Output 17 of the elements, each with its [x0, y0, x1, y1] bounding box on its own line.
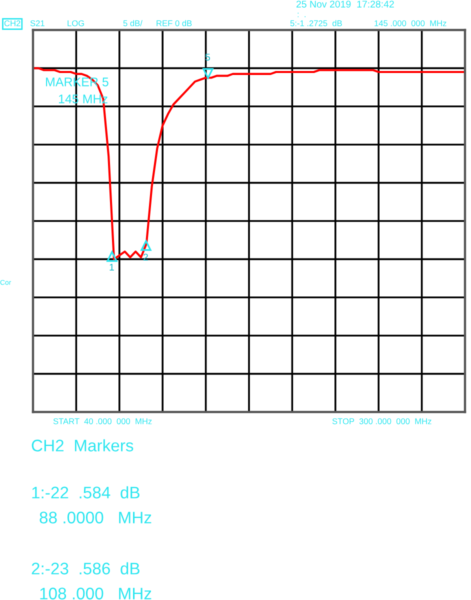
text: CH2 Markers: [32, 439, 134, 452]
text: 1:-22 .584 dB: [32, 486, 140, 498]
text: 88 .0000 MHz: [40, 512, 152, 524]
text: LOG: [68, 20, 84, 26]
text: 25 Nov 2019 17:28:42: [296, 0, 394, 8]
text: START 40 .000 000 MHz: [53, 418, 152, 424]
text: 1: [110, 264, 114, 271]
text: CH2: [4, 20, 20, 26]
text: 2:-23 .586 dB: [32, 562, 140, 574]
text: STOP 300 .000 000 MHz: [332, 418, 432, 424]
text: 108 .000 MHz: [40, 588, 152, 600]
text: : .: [298, 12, 306, 18]
text: REF 0 dB: [156, 20, 192, 26]
text: S21: [30, 20, 44, 26]
text: 5 dB/: [123, 20, 142, 26]
text: 145 .000 000 MHz: [374, 20, 446, 26]
text: 5:-1 .2725 dB: [290, 20, 342, 26]
